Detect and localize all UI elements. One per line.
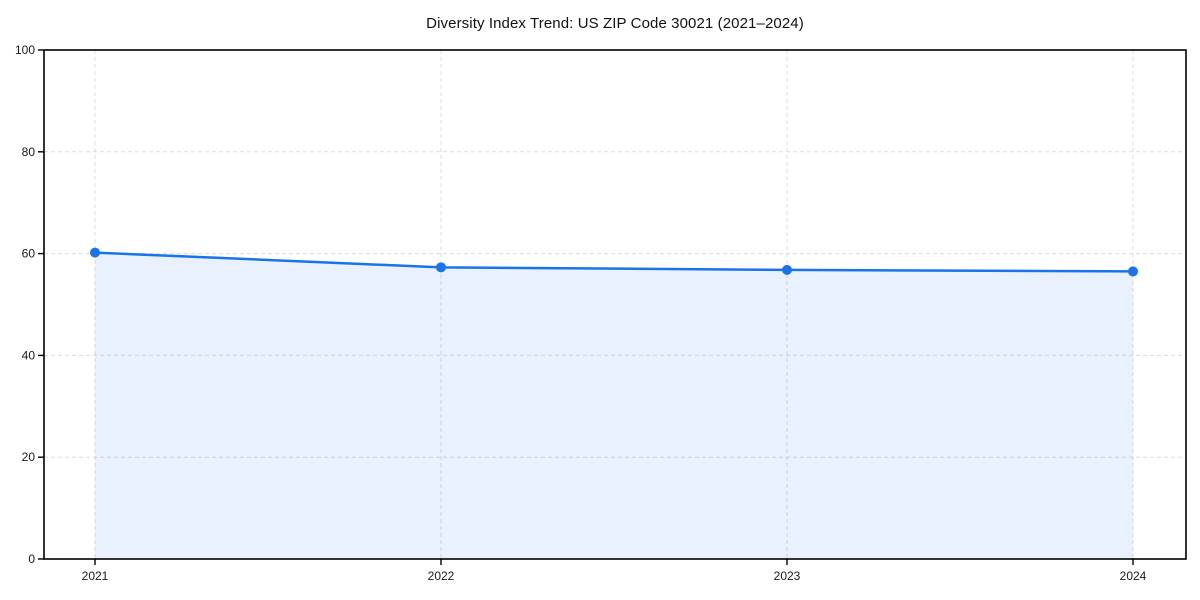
y-tick-labels: 0 20 40 60 80 100 <box>15 43 35 566</box>
y-tick-label: 100 <box>15 43 35 57</box>
x-gridlines <box>94 50 1134 559</box>
plot-border <box>43 49 1187 560</box>
data-point-2022 <box>436 262 446 273</box>
data-point-2024 <box>1128 266 1138 277</box>
y-tick-label: 40 <box>22 348 36 362</box>
y-tick-label: 60 <box>22 247 36 261</box>
x-tick-label: 2022 <box>428 569 455 583</box>
y-tick-label: 20 <box>22 450 36 464</box>
y-tick-label: 0 <box>28 552 35 566</box>
data-point-2023 <box>782 264 792 275</box>
axis-ticks <box>38 49 1134 565</box>
x-tick-label: 2021 <box>82 569 109 583</box>
data-points <box>90 247 1138 277</box>
y-gridlines <box>44 151 1186 458</box>
plot-background <box>44 50 1186 559</box>
data-point-2021 <box>90 247 100 258</box>
y-tick-label: 80 <box>22 145 36 159</box>
x-tick-label: 2023 <box>774 569 801 583</box>
area-fill <box>95 252 1133 559</box>
x-tick-label: 2024 <box>1120 569 1147 583</box>
x-tick-labels: 2021 2022 2023 2024 <box>82 569 1147 583</box>
chart-title: Diversity Index Trend: US ZIP Code 30021… <box>426 15 804 32</box>
trend-line <box>93 251 1135 273</box>
